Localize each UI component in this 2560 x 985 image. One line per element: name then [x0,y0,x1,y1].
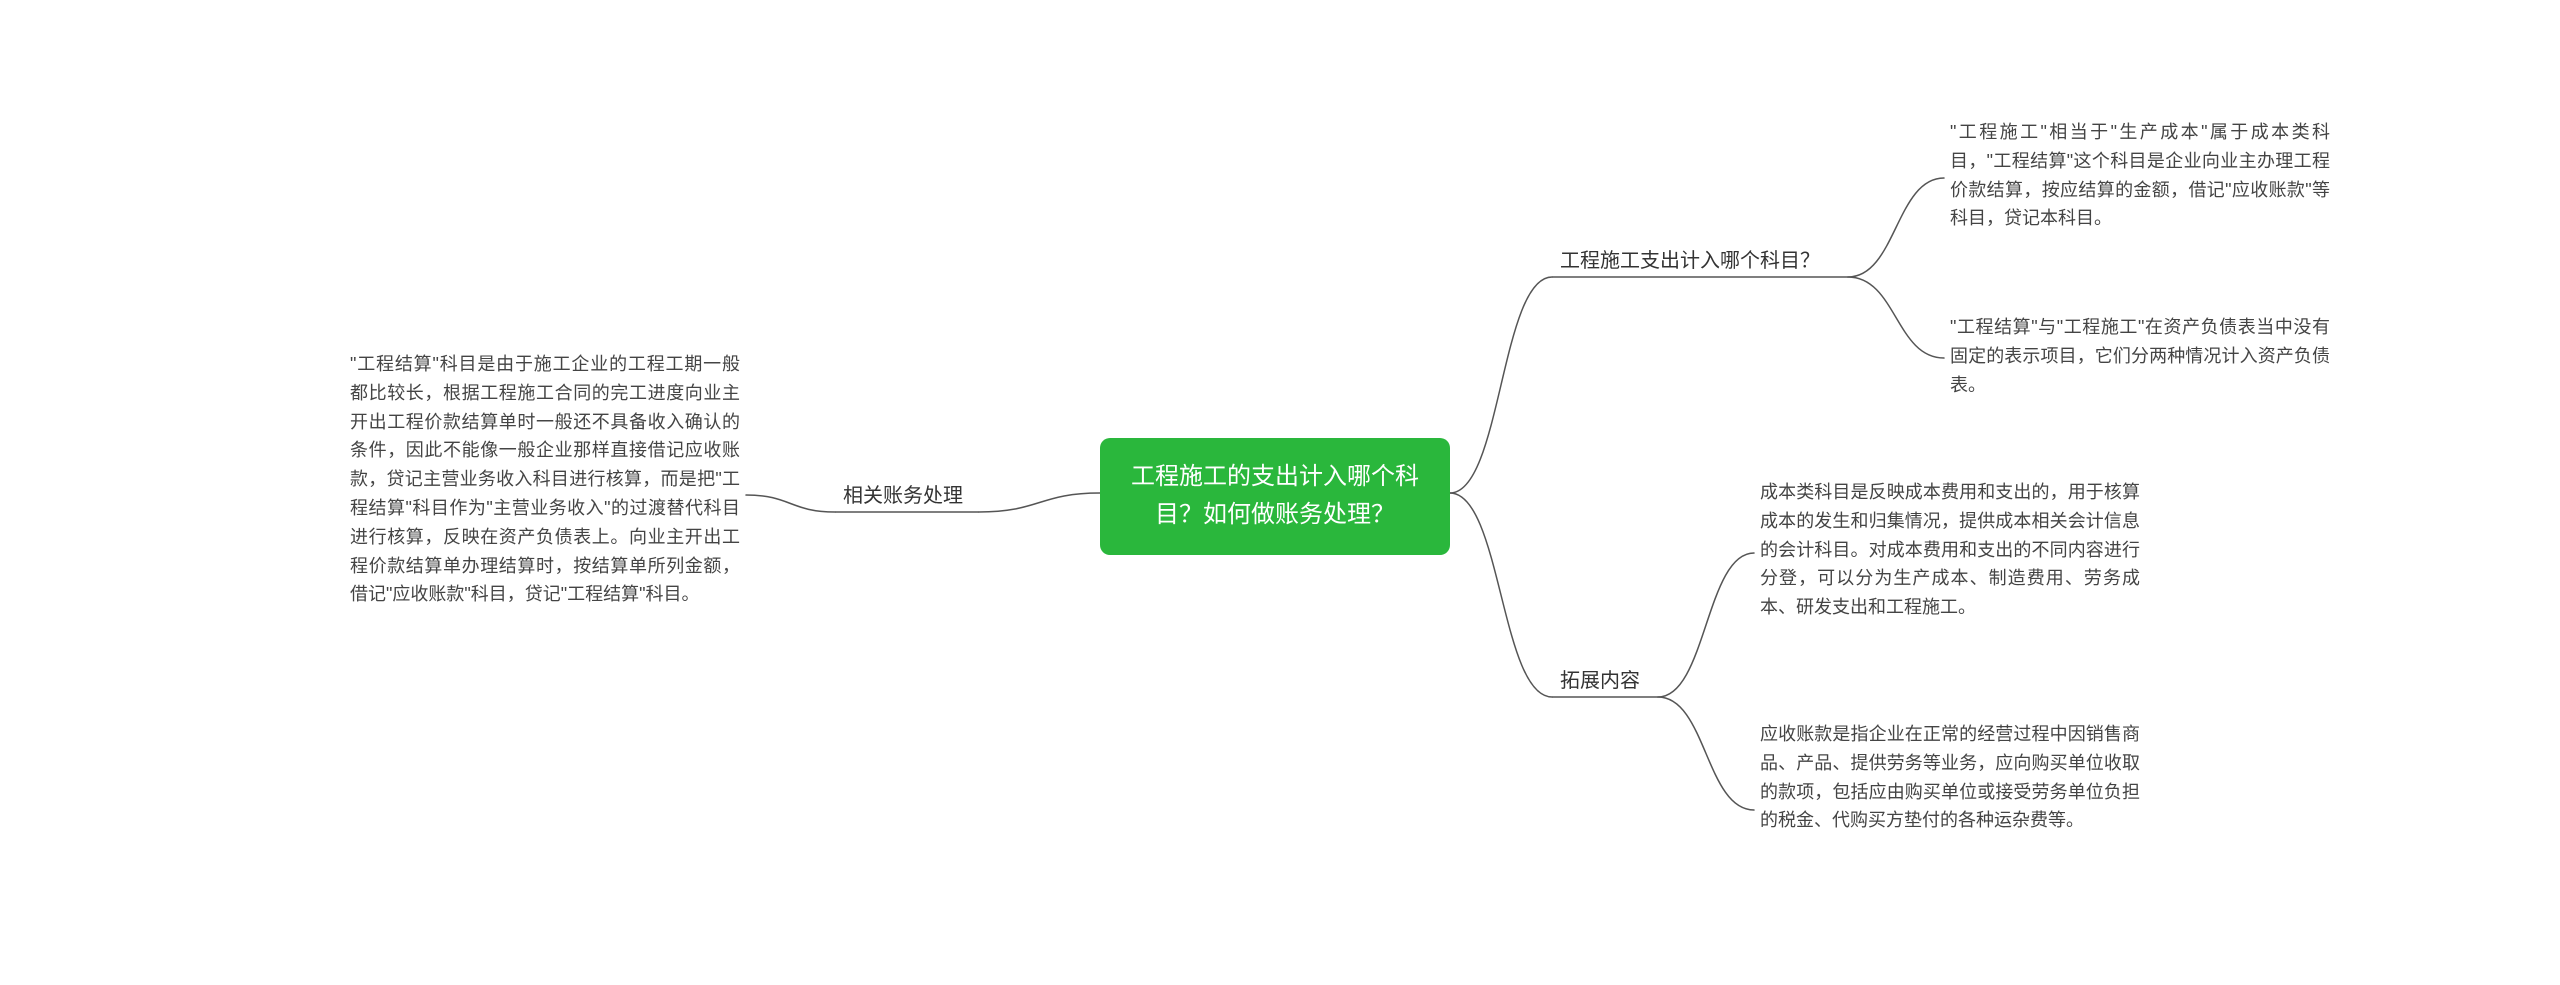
root-node: 工程施工的支出计入哪个科目？如何做账务处理？ [1100,438,1450,555]
leaf-node: "工程结算"科目是由于施工企业的工程工期一般都比较长，根据工程施工合同的完工进度… [350,350,740,609]
leaf-node: "工程结算"与"工程施工"在资产负债表当中没有固定的表示项目，它们分两种情况计入… [1950,313,2330,399]
branch-node-left: 相关账务处理 [843,480,963,512]
leaf-node: "工程施工"相当于"生产成本"属于成本类科目，"工程结算"这个科目是企业向业主办… [1950,118,2330,233]
leaf-node: 成本类科目是反映成本费用和支出的，用于核算成本的发生和归集情况，提供成本相关会计… [1760,478,2140,622]
branch-node-right: 拓展内容 [1560,665,1640,697]
branch-node-right: 工程施工支出计入哪个科目？ [1560,245,1820,277]
leaf-node: 应收账款是指企业在正常的经营过程中因销售商品、产品、提供劳务等业务，应向购买单位… [1760,720,2140,835]
mindmap-canvas: 工程施工的支出计入哪个科目？如何做账务处理？ 相关账务处理 "工程结算"科目是由于施… [0,0,2560,985]
